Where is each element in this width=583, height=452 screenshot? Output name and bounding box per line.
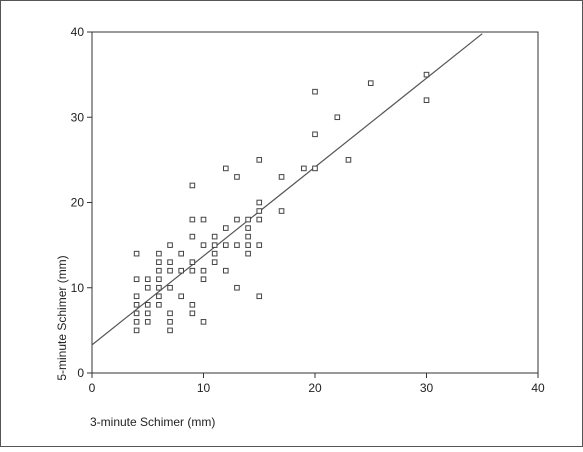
data-point: [200, 267, 207, 274]
data-point: [211, 242, 218, 248]
x-tick-label: 40: [531, 381, 545, 395]
data-point: [189, 182, 196, 189]
data-point: [133, 319, 140, 325]
data-point: [223, 225, 229, 231]
data-point: [144, 284, 151, 291]
data-point: [133, 327, 140, 334]
data-point: [189, 233, 196, 240]
data-point: [223, 267, 229, 274]
data-point: [133, 276, 140, 283]
data-point: [189, 267, 196, 274]
data-point: [133, 250, 140, 257]
data-point: [144, 302, 151, 308]
data-point: [156, 250, 162, 257]
data-point: [245, 250, 251, 257]
data-point: [178, 293, 184, 300]
data-point: [189, 259, 196, 265]
data-point: [189, 302, 196, 308]
data-point: [312, 165, 318, 172]
data-point: [167, 319, 173, 325]
data-point: [156, 276, 162, 283]
plot-area: [91, 31, 539, 374]
data-point: [245, 233, 251, 240]
x-tick-label: 20: [308, 381, 322, 395]
data-point: [334, 114, 341, 121]
y-tick-label: 20: [71, 196, 85, 210]
data-point: [234, 216, 240, 223]
data-point: [144, 319, 151, 325]
x-tick-label: 10: [197, 381, 211, 395]
data-point: [256, 242, 263, 248]
data-point: [312, 131, 318, 138]
data-point: [278, 174, 285, 180]
data-point: [167, 284, 173, 291]
x-tick-label: 0: [89, 381, 96, 395]
data-point: [200, 276, 207, 283]
y-axis-label: 5-minute Schimer (mm): [55, 255, 69, 380]
data-point: [144, 310, 151, 317]
data-point: [144, 276, 151, 283]
data-point: [423, 97, 430, 104]
data-point: [345, 157, 352, 163]
data-point: [189, 216, 196, 223]
data-point: [245, 216, 251, 223]
data-point: [156, 293, 162, 300]
data-point: [312, 88, 318, 95]
y-tick-label: 30: [71, 110, 85, 124]
data-point: [256, 157, 263, 163]
data-point: [200, 216, 207, 223]
data-point: [167, 259, 173, 265]
data-point: [156, 267, 162, 274]
y-tick-label: 40: [71, 25, 85, 39]
data-point: [189, 310, 196, 317]
data-point: [234, 242, 240, 248]
data-point: [301, 165, 307, 172]
data-point: [223, 165, 229, 172]
data-point: [133, 302, 140, 308]
data-point: [200, 242, 207, 248]
data-point: [223, 242, 229, 248]
data-point: [423, 71, 430, 78]
data-point: [367, 80, 374, 86]
x-axis-label: 3-minute Schimer (mm): [90, 415, 215, 429]
y-tick-label: 0: [77, 366, 84, 380]
data-point: [156, 259, 162, 265]
data-point: [234, 174, 240, 180]
y-tick-label: 10: [71, 281, 85, 295]
data-point: [200, 319, 207, 325]
data-point: [234, 284, 240, 291]
x-tick-label: 30: [420, 381, 434, 395]
data-point: [211, 233, 218, 240]
data-point: [167, 242, 173, 248]
data-point: [211, 250, 218, 257]
data-point: [245, 225, 251, 231]
data-point: [211, 259, 218, 265]
data-point: [167, 327, 173, 334]
regression-line: [91, 33, 483, 346]
data-point: [133, 293, 140, 300]
data-point: [256, 199, 263, 206]
data-point: [278, 208, 285, 214]
data-point: [245, 242, 251, 248]
data-point: [156, 284, 162, 291]
data-point: [156, 302, 162, 308]
data-point: [167, 267, 173, 274]
data-point: [167, 310, 173, 317]
data-point: [133, 310, 140, 317]
data-point: [178, 267, 184, 274]
data-point: [256, 293, 263, 300]
data-point: [256, 208, 263, 214]
data-point: [178, 250, 184, 257]
data-point: [256, 216, 263, 223]
